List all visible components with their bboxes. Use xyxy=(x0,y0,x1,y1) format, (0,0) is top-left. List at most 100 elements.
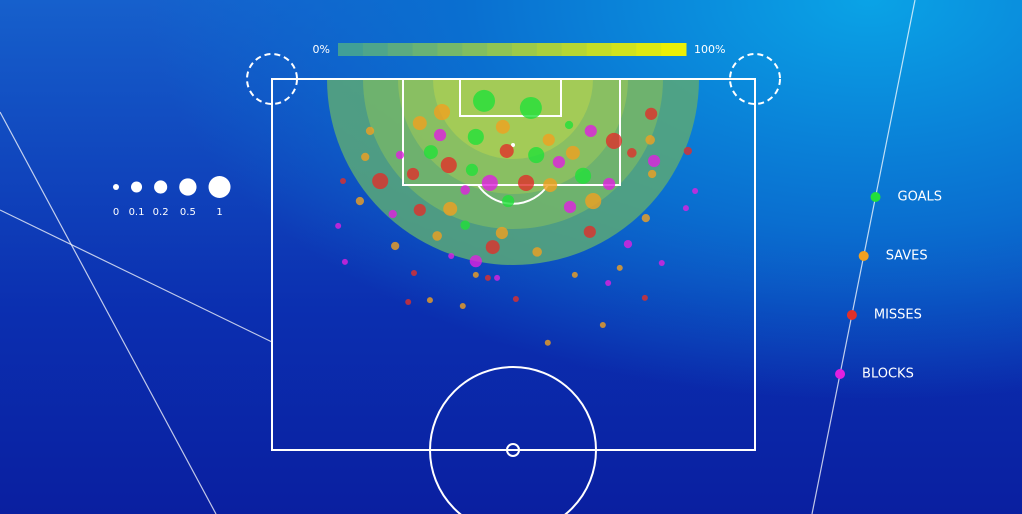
size-legend-dot xyxy=(113,184,119,190)
shot xyxy=(484,274,491,281)
colorbar-segment xyxy=(437,43,463,56)
size-legend-dot xyxy=(179,178,197,196)
shot xyxy=(426,297,433,304)
colorbar-segment xyxy=(536,43,563,56)
colorbar-segment xyxy=(362,43,389,56)
legend-dot xyxy=(846,310,857,320)
shot xyxy=(682,205,689,212)
shot xyxy=(460,185,470,195)
legend-label: BLOCKS xyxy=(862,367,914,382)
shot xyxy=(583,225,596,238)
shot xyxy=(519,96,542,119)
colorbar-label: 0% xyxy=(313,43,330,56)
shot xyxy=(412,116,427,131)
shot xyxy=(571,271,578,278)
shot xyxy=(584,124,597,138)
shot xyxy=(460,220,470,230)
legend-label: GOALS xyxy=(898,190,942,205)
size-legend-dot xyxy=(154,180,168,194)
shot xyxy=(388,209,397,219)
colorbar-segment xyxy=(462,43,488,56)
deco-line xyxy=(0,209,273,343)
heat-zone xyxy=(327,79,699,265)
shot xyxy=(658,260,665,267)
shot xyxy=(473,89,496,112)
legend-dot xyxy=(870,192,881,202)
shot xyxy=(465,163,479,176)
size-legend-dot xyxy=(131,181,143,193)
shot xyxy=(413,203,426,217)
shot xyxy=(433,128,447,142)
deco-line xyxy=(0,111,217,514)
shot xyxy=(563,200,577,214)
shot xyxy=(495,226,509,240)
legend-label: MISSES xyxy=(874,308,922,323)
colorbar-segment xyxy=(387,43,414,56)
legend-dot xyxy=(835,369,846,379)
shot xyxy=(605,280,612,287)
colorbar-segment xyxy=(661,43,687,56)
center-circle xyxy=(429,366,597,514)
shot xyxy=(372,172,389,190)
shot xyxy=(395,150,405,160)
legend-dot xyxy=(858,251,869,261)
shot xyxy=(406,167,420,181)
shot xyxy=(432,231,442,241)
shot xyxy=(433,103,451,121)
shot xyxy=(683,146,692,156)
shot xyxy=(341,258,348,265)
shot xyxy=(495,119,510,134)
shot xyxy=(499,143,514,158)
colorbar-segment xyxy=(586,43,612,56)
colorbar-segment xyxy=(338,43,364,56)
shot xyxy=(423,145,438,160)
shot xyxy=(472,271,479,278)
shot xyxy=(585,192,602,210)
shot xyxy=(440,157,457,174)
shot xyxy=(599,321,606,328)
shot xyxy=(645,107,658,120)
shot xyxy=(365,126,375,136)
shot xyxy=(459,303,466,310)
shot xyxy=(502,194,515,208)
center-spot xyxy=(506,443,520,457)
shot xyxy=(627,148,637,158)
colorbar-segment xyxy=(512,43,538,56)
shot xyxy=(565,145,580,160)
shot xyxy=(528,146,545,164)
shot xyxy=(574,167,592,184)
colorbar-segment xyxy=(412,43,438,56)
shot xyxy=(494,274,501,281)
shot xyxy=(443,201,458,216)
shot xyxy=(448,252,455,259)
shot xyxy=(543,178,558,193)
shot xyxy=(361,152,370,162)
colorbar-segment xyxy=(561,43,588,56)
colorbar-segment xyxy=(487,43,513,56)
shot xyxy=(692,188,699,195)
size-legend-label: 0.5 xyxy=(180,207,196,218)
shot xyxy=(532,247,542,257)
shot xyxy=(340,178,347,185)
shot xyxy=(641,213,650,223)
shot xyxy=(647,154,661,168)
shot xyxy=(645,135,655,145)
shot xyxy=(623,239,633,249)
shot xyxy=(542,133,555,146)
penalty-spot xyxy=(511,143,515,147)
shot xyxy=(469,255,482,268)
shot xyxy=(552,156,566,169)
shot xyxy=(603,177,616,191)
size-legend-dot xyxy=(208,176,231,198)
shot xyxy=(411,270,418,277)
shot xyxy=(647,169,657,179)
colorbar-segment xyxy=(636,43,662,56)
decoration xyxy=(0,0,915,514)
shot xyxy=(544,339,551,346)
shot xyxy=(616,264,623,271)
shot xyxy=(481,174,498,191)
goal-area xyxy=(459,78,562,117)
colorbar-label: 100% xyxy=(694,43,725,56)
